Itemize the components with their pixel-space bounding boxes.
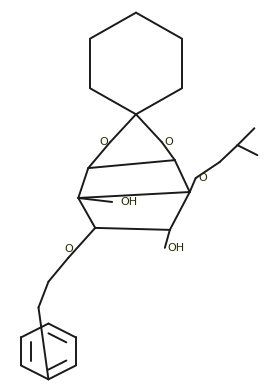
Text: O: O — [64, 244, 73, 254]
Text: O: O — [99, 137, 108, 147]
Text: OH: OH — [168, 243, 185, 253]
Text: OH: OH — [120, 197, 137, 207]
Text: O: O — [164, 137, 173, 147]
Text: O: O — [198, 173, 207, 183]
